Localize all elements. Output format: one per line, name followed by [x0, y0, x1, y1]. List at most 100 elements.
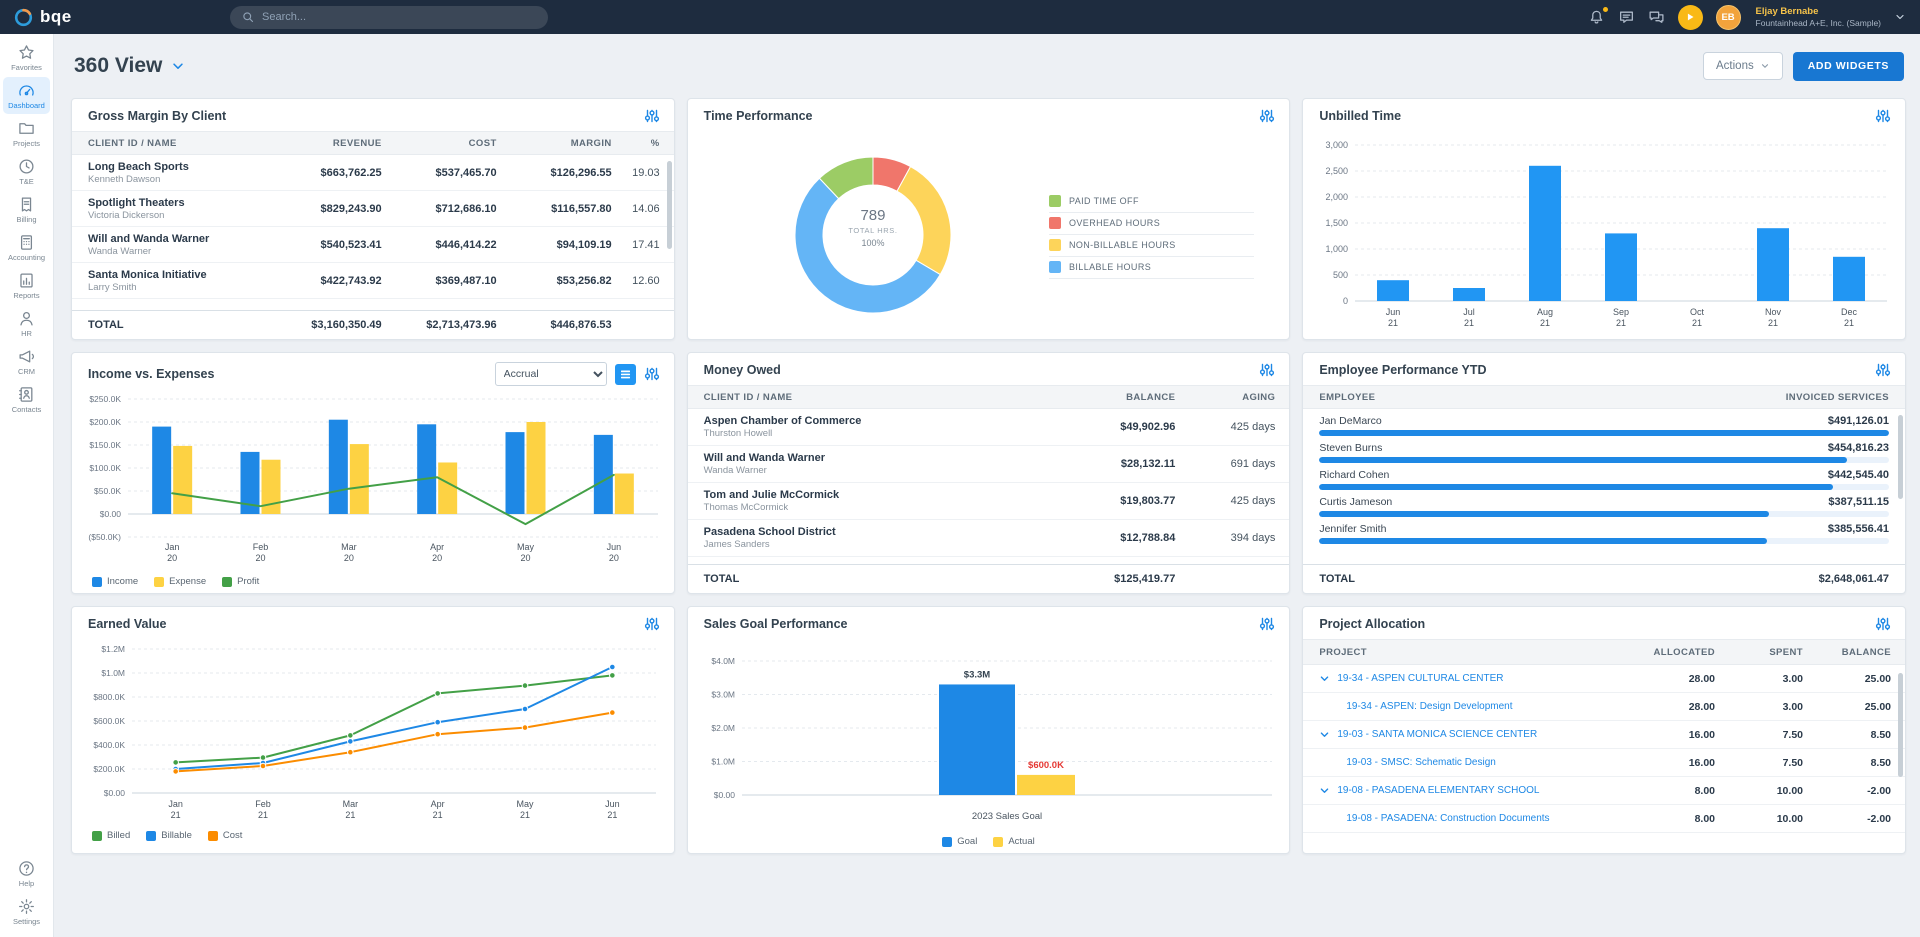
table-row[interactable]: Jennifer Smith $385,556.41 [1319, 517, 1889, 544]
legend-swatch [1048, 261, 1061, 273]
table-row[interactable]: Long Beach Sports Kenneth Dawson $663,762.… [72, 155, 674, 191]
user-menu-chevron-down-icon[interactable] [1894, 11, 1906, 23]
user-avatar[interactable]: EB [1715, 4, 1741, 30]
table-row[interactable]: 19-08 - PASADENA: Construction Documents… [1303, 805, 1905, 833]
table-row[interactable]: 19-03 - SANTA MONICA SCIENCE CENTER 16.00… [1303, 721, 1905, 749]
data-point [609, 663, 616, 671]
search-input[interactable] [262, 11, 536, 23]
table-row[interactable]: Curtis Jameson $387,511.15 [1319, 490, 1889, 517]
table-row[interactable]: Spotlight Theaters Victoria Dickerson $829… [72, 191, 674, 227]
global-search[interactable] [230, 5, 548, 29]
user-menu[interactable]: Eljay Bernabe Fountainhead A+E, Inc. (Sa… [1756, 6, 1881, 28]
legend-item[interactable]: Income [92, 576, 138, 587]
table-row[interactable]: 19-08 - PASADENA ELEMENTARY SCHOOL 8.00 10… [1303, 777, 1905, 805]
x-axis-label: 21 [1388, 318, 1398, 328]
table-row[interactable]: Jan DeMarco $491,126.01 [1319, 409, 1889, 436]
widget-filter-icon[interactable] [1259, 616, 1275, 632]
chevron-down-icon[interactable] [1319, 729, 1330, 740]
widget-filter-icon[interactable] [1259, 108, 1275, 124]
table-row[interactable]: Richard Cohen $442,545.40 [1319, 463, 1889, 490]
page-title[interactable]: 360 View [74, 54, 185, 78]
messages-icon[interactable] [1618, 9, 1635, 26]
sidebar-item-settings[interactable]: Settings [3, 893, 50, 930]
project-link[interactable]: 19-08 - PASADENA ELEMENTARY SCHOOL [1319, 785, 1610, 796]
legend-item[interactable]: PAID TIME OFF [1048, 191, 1254, 213]
table-row[interactable]: Santa Monica Initiative Larry Smith $422,7… [72, 263, 674, 299]
table-row[interactable]: Tom and Julie McCormick Thomas McCormick $… [687, 483, 1290, 520]
widget-filter-icon[interactable] [1875, 616, 1891, 632]
table-row[interactable]: Steven Burns $454,816.23 [1319, 436, 1889, 463]
page-title-chevron-down-icon[interactable] [171, 59, 185, 73]
client-cell: Spotlight Theaters Victoria Dickerson [88, 196, 257, 222]
progress-bar [1319, 457, 1847, 463]
table-row[interactable]: Pasadena School District James Sanders $12… [687, 520, 1290, 557]
actions-button[interactable]: Actions [1703, 52, 1783, 80]
widget-filter-icon[interactable] [1259, 362, 1275, 378]
sidebar-item-contacts[interactable]: Contacts [3, 381, 50, 418]
axis-tick-label: 3,000 [1326, 140, 1349, 150]
client-contact: Thurston Howell [703, 428, 773, 440]
top-bar: bqe EB Eljay Bernabe Fountainhead A+E, I… [0, 0, 1920, 34]
legend-item[interactable]: Expense [154, 576, 206, 587]
chevron-down-icon[interactable] [1319, 785, 1330, 796]
legend-item[interactable]: OVERHEAD HOURS [1048, 213, 1254, 235]
legend-item[interactable]: Cost [207, 830, 242, 841]
widget-filter-icon[interactable] [1875, 362, 1891, 378]
widget-filter-icon[interactable] [1875, 108, 1891, 124]
axis-tick-label: $100.0K [89, 463, 121, 473]
widget-filter-icon[interactable] [644, 616, 660, 632]
accounting-basis-select[interactable]: Accrual [494, 362, 607, 386]
chart-legend: Billed Billable Cost [72, 830, 674, 848]
project-link[interactable]: 19-34 - ASPEN: Design Development [1319, 701, 1610, 712]
table-row[interactable]: 19-03 - SMSC: Schematic Design 16.00 7.50 8… [1303, 749, 1905, 777]
scrollbar[interactable] [666, 161, 672, 249]
sidebar-item-billing[interactable]: Billing [3, 191, 50, 228]
widget-employee-performance-ytd: Employee Performance YTD EMPLOYEE INVOICE… [1302, 352, 1906, 594]
scrollbar[interactable] [1898, 673, 1903, 777]
project-link[interactable]: 19-08 - PASADENA: Construction Documents [1319, 813, 1610, 824]
sidebar-item-dashboard[interactable]: Dashboard [3, 77, 50, 114]
project-link[interactable]: 19-03 - SMSC: Schematic Design [1319, 757, 1610, 768]
sidebar-item-hr[interactable]: HR [3, 305, 50, 342]
notifications-bell-icon[interactable] [1588, 6, 1608, 26]
donut-svg [794, 156, 952, 314]
chat-icon[interactable] [1648, 9, 1665, 26]
client-name: Aspen Chamber of Commerce [703, 415, 862, 428]
sidebar-item-help[interactable]: Help [3, 855, 50, 892]
data-point [521, 682, 529, 689]
legend-item[interactable]: NON-BILLABLE HOURS [1048, 235, 1254, 257]
help-video-play-button[interactable] [1677, 4, 1703, 30]
legend-item[interactable]: Profit [222, 576, 259, 587]
legend-item[interactable]: Goal [942, 836, 977, 847]
scrollbar[interactable] [1898, 415, 1903, 499]
legend-item[interactable]: Actual [993, 836, 1035, 847]
sidebar-item-reports[interactable]: Reports [3, 267, 50, 304]
table-row[interactable]: Will and Wanda Warner Wanda Warner $540,52… [72, 227, 674, 263]
widget-filter-icon[interactable] [644, 108, 660, 124]
bqe-logo[interactable]: bqe [14, 7, 184, 27]
table-row[interactable]: Will and Wanda Warner Wanda Warner $28,132… [687, 446, 1290, 483]
table-view-toggle-icon[interactable] [614, 363, 636, 385]
table-row[interactable]: 19-34 - ASPEN: Design Development 28.00 3.… [1303, 693, 1905, 721]
allocated-cell: 16.00 [1688, 756, 1715, 769]
client-contact: Larry Smith [88, 281, 137, 293]
sidebar-item-projects[interactable]: Projects [3, 115, 50, 152]
sidebar-item-accounting[interactable]: Accounting [3, 229, 50, 266]
legend-item[interactable]: BILLABLE HOURS [1048, 257, 1254, 279]
sidebar-item-favorites[interactable]: Favorites [3, 39, 50, 76]
chevron-down-icon[interactable] [1319, 673, 1330, 684]
sidebar-item-t-e[interactable]: T&E [3, 153, 50, 190]
gauge-icon [18, 82, 35, 99]
widget-filter-icon[interactable] [644, 366, 660, 382]
project-link[interactable]: 19-34 - ASPEN CULTURAL CENTER [1319, 673, 1610, 684]
legend-item[interactable]: Billed [92, 830, 130, 841]
axis-tick-label: $50.0K [94, 486, 121, 496]
legend-item[interactable]: Billable [146, 830, 192, 841]
balance-cell: -2.00 [1867, 784, 1891, 797]
sidebar-item-crm[interactable]: CRM [3, 343, 50, 380]
table-row[interactable]: 19-34 - ASPEN CULTURAL CENTER 28.00 3.00 25… [1303, 665, 1905, 693]
table-row[interactable]: Aspen Chamber of Commerce Thurston Howell… [687, 409, 1290, 446]
legend-label: Actual [1008, 836, 1035, 847]
add-widgets-button[interactable]: ADD WIDGETS [1792, 51, 1904, 81]
project-link[interactable]: 19-03 - SANTA MONICA SCIENCE CENTER [1319, 729, 1610, 740]
